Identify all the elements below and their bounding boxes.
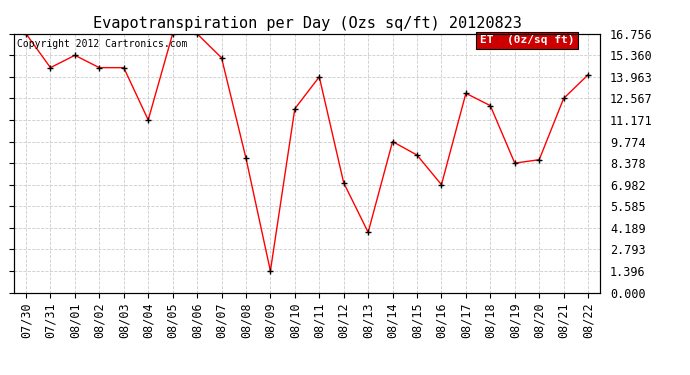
Title: Evapotranspiration per Day (Ozs sq/ft) 20120823: Evapotranspiration per Day (Ozs sq/ft) 2… (92, 16, 522, 31)
Text: Copyright 2012 Cartronics.com: Copyright 2012 Cartronics.com (17, 39, 187, 49)
Text: ET  (0z/sq ft): ET (0z/sq ft) (480, 35, 574, 45)
